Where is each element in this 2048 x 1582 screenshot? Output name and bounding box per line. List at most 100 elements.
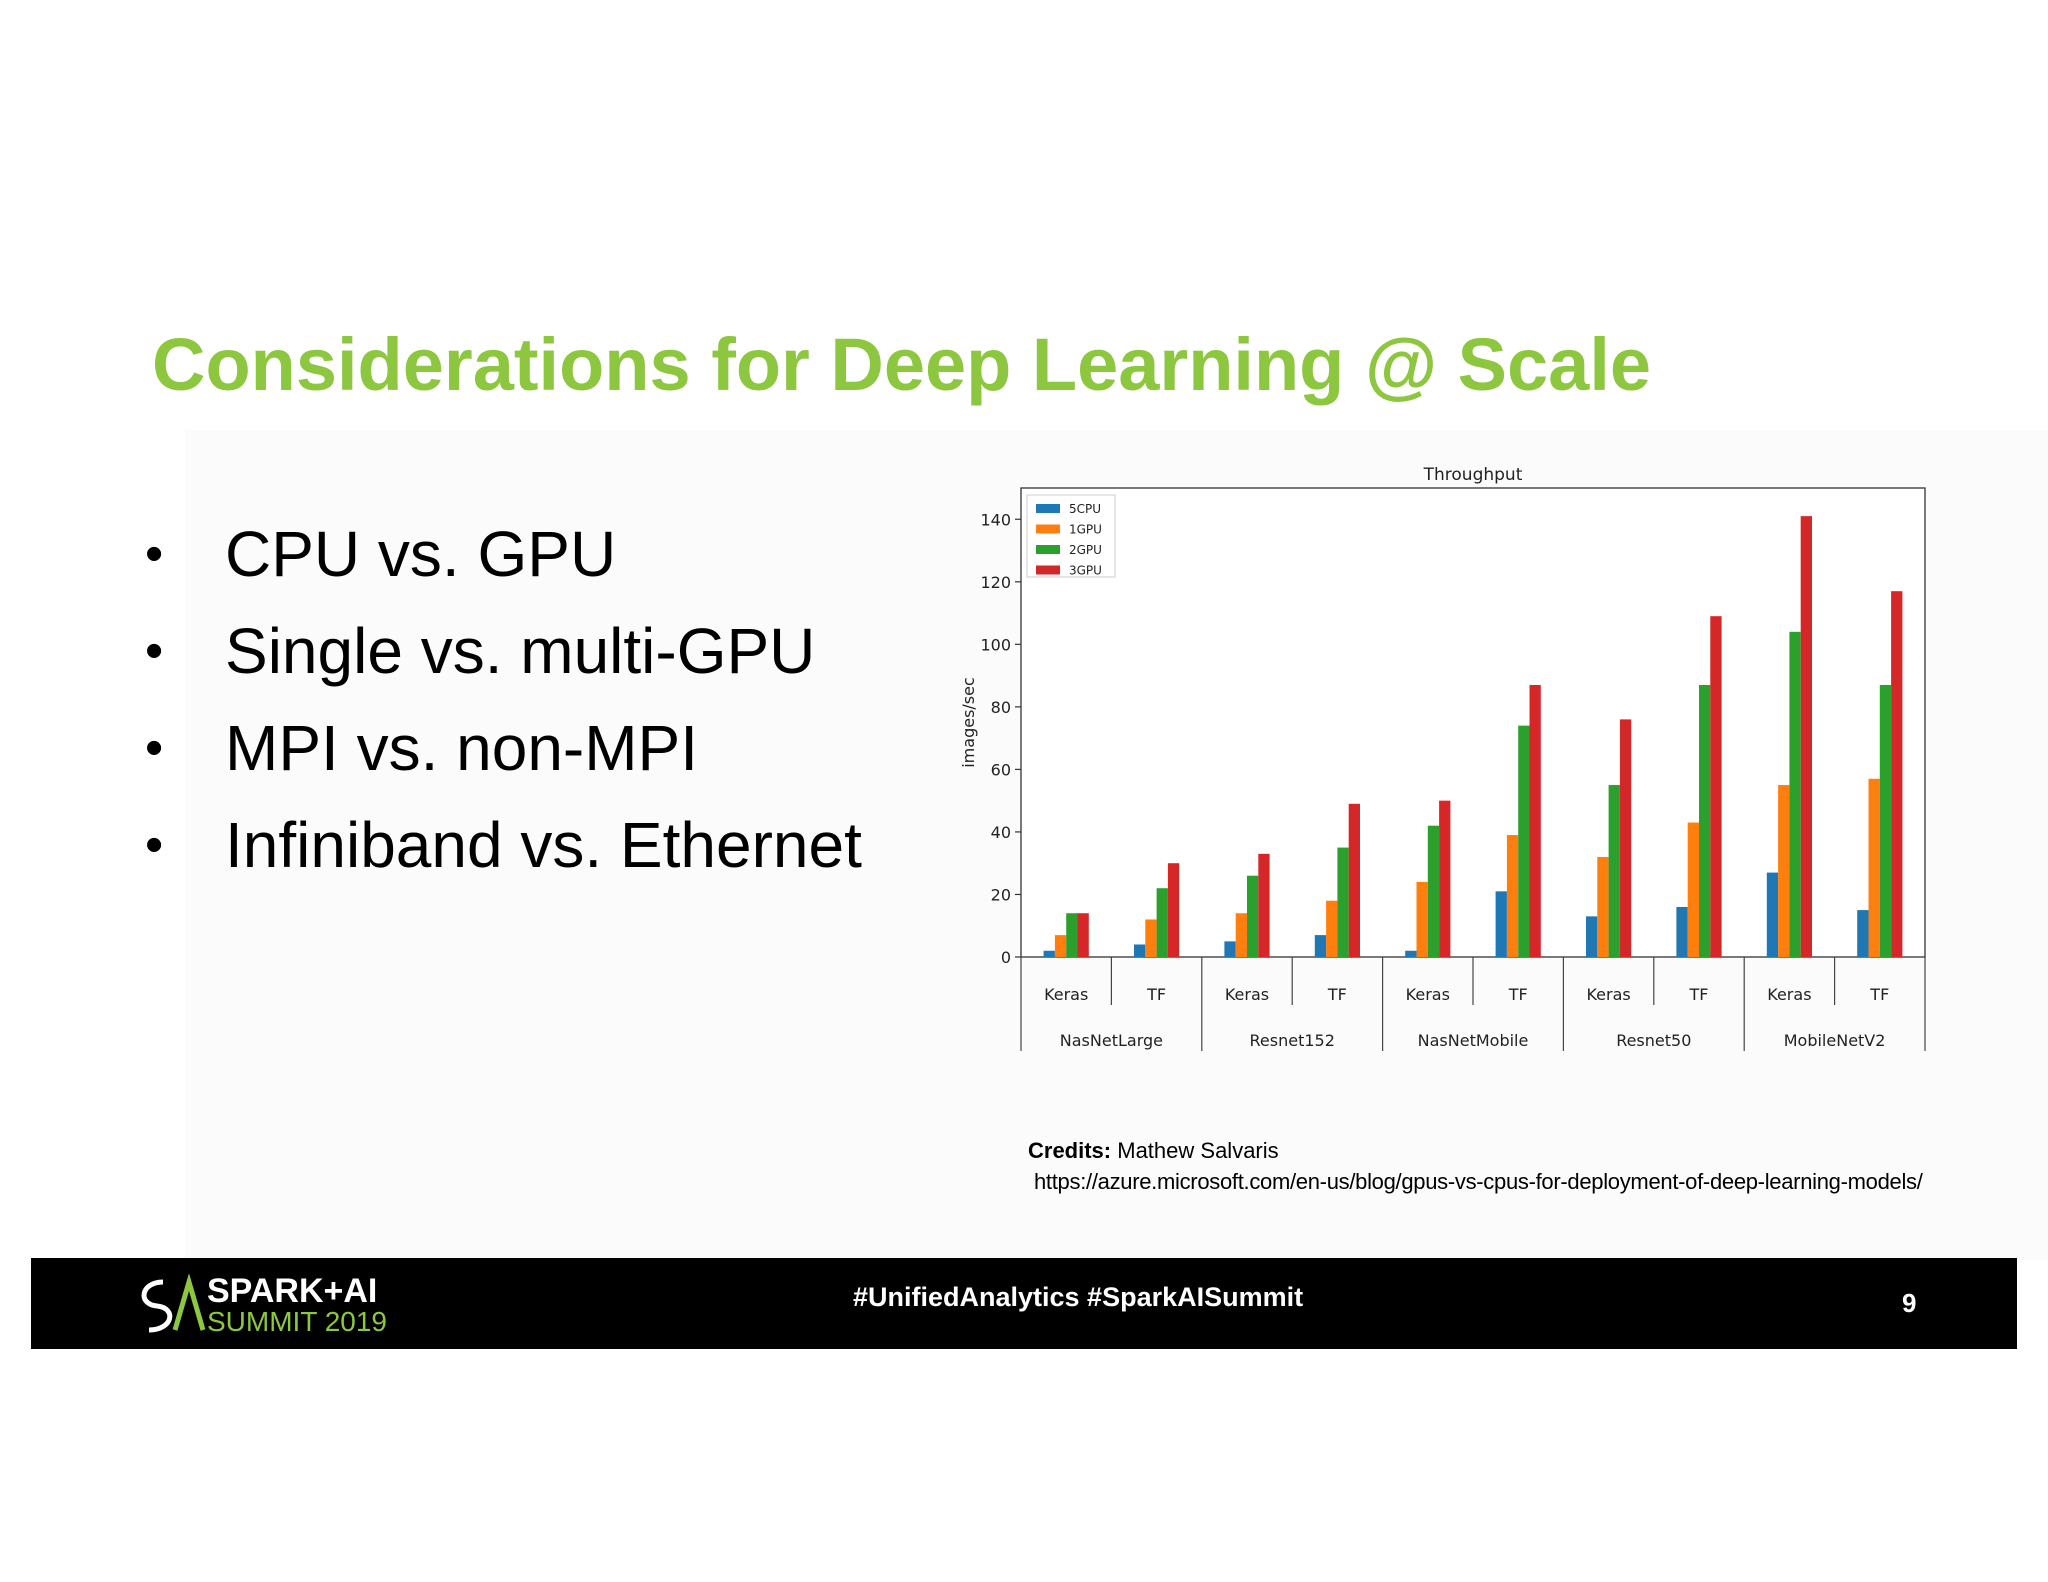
credits-label: Credits: [1028,1138,1112,1163]
bullet-text: CPU vs. GPU [225,517,617,590]
bullet-text: Single vs. multi-GPU [225,614,816,687]
legend-label: 5CPU [1069,502,1101,516]
legend-label: 2GPU [1069,543,1102,557]
x-category-label: TF [1327,985,1347,1004]
legend-label: 1GPU [1069,523,1102,537]
x-category-label: Keras [1225,985,1269,1004]
legend-label: 3GPU [1069,564,1102,578]
bullet-item: • MPI vs. non-MPI [145,699,862,796]
legend-swatch [1036,565,1060,575]
bar-3gpu [1348,803,1360,957]
bar-5cpu [1314,935,1327,957]
bar-5cpu [1405,950,1417,957]
bar-1gpu [1235,913,1247,957]
footer-hashtags: #UnifiedAnalytics #SparkAISummit [853,1282,1304,1312]
bar-5cpu [1676,906,1688,957]
bullet-item: • Infiniband vs. Ethernet [145,796,862,893]
bar-5cpu [1766,872,1779,957]
bar-5cpu [1224,941,1236,957]
x-category-label: Keras [1044,985,1088,1004]
y-tick-label: 60 [991,760,1011,779]
x-group-label: Resnet50 [1616,1031,1691,1050]
bar-1gpu [1687,822,1699,957]
x-group-label: Resnet152 [1250,1031,1335,1050]
logo-a-mark [172,1274,206,1331]
bar-1gpu [1778,785,1790,957]
bar-1gpu [1416,881,1428,957]
bar-2gpu [1066,913,1078,957]
bar-2gpu [1879,684,1892,957]
bar-2gpu [1518,725,1530,957]
x-category-label: TF [1146,985,1166,1004]
bar-2gpu [1608,785,1620,957]
bullet-text: Infiniband vs. Ethernet [225,808,862,881]
bar-5cpu [1134,944,1146,957]
bullet-item: • CPU vs. GPU [145,505,862,602]
page-number: 9 [1902,1288,1917,1318]
bar-3gpu [1258,853,1270,957]
bar-1gpu [1054,935,1067,957]
logo-text-top: SPARK+AI [207,1272,378,1310]
bar-3gpu [1710,616,1722,957]
credits-author: Mathew Salvaris [1117,1138,1279,1163]
x-category-label: Keras [1406,985,1450,1004]
bar-5cpu [1043,950,1055,957]
bar-3gpu [1619,719,1632,957]
credits-line: Credits: Mathew Salvaris [1028,1138,1279,1164]
chart-svg: Throughput 0 20 40 60 80 100 120 140 images/sec Ke… [959,465,1926,1051]
bar-2gpu [1789,631,1801,957]
x-category-label: Keras [1586,985,1630,1004]
logo-s-mark [141,1279,173,1333]
bar-1gpu [1868,778,1880,957]
bar-2gpu [1427,825,1440,957]
bar-5cpu [1495,891,1507,957]
legend-swatch [1036,524,1060,534]
x-category-label: Keras [1767,985,1811,1004]
bar-3gpu [1167,863,1180,957]
bar-1gpu [1145,919,1157,957]
bar-2gpu [1337,847,1349,957]
logo-text-bottom: SUMMIT 2019 [207,1306,387,1337]
y-tick-label: 120 [980,573,1011,592]
y-tick-label: 140 [980,510,1011,529]
legend-swatch [1036,504,1060,513]
x-category-label: TF [1508,985,1528,1004]
y-tick-label: 20 [991,885,1011,904]
bar-5cpu [1857,910,1869,957]
x-group-label: MobileNetV2 [1784,1031,1886,1050]
bullet-glyph: • [145,815,164,874]
x-group-label: NasNetMobile [1418,1031,1529,1050]
legend-swatch [1036,545,1060,554]
y-tick-label: 0 [1001,948,1011,967]
bullet-glyph: • [145,621,164,680]
bar-1gpu [1506,835,1519,957]
x-category-label: TF [1869,985,1889,1004]
bar-2gpu [1699,684,1711,957]
bar-3gpu [1800,516,1812,957]
spark-ai-logo [141,1274,206,1333]
bullet-glyph: • [145,718,164,777]
bar-2gpu [1247,875,1259,957]
bar-3gpu [1439,800,1451,957]
bar-1gpu [1597,856,1609,957]
footer-bar: SPARK+AI SUMMIT 2019 #UnifiedAnalytics #… [31,1258,2017,1349]
slide-title: Considerations for Deep Learning @ Scale [152,323,1652,406]
x-group-label: NasNetLarge [1060,1031,1163,1050]
bullet-glyph: • [145,524,164,583]
bullet-item: • Single vs. multi-GPU [145,602,862,699]
chart-title: Throughput [1423,465,1523,485]
x-category-label: TF [1689,985,1709,1004]
y-tick-label: 40 [991,823,1011,842]
throughput-chart: Throughput 0 20 40 60 80 100 120 140 images/sec Ke… [940,455,1940,1075]
bullet-text: MPI vs. non-MPI [225,711,698,784]
bar-3gpu [1891,591,1903,957]
bar-5cpu [1586,916,1598,957]
y-tick-label: 100 [980,635,1011,654]
bullet-list: • CPU vs. GPU • Single vs. multi-GPU • MPI … [145,505,862,893]
bar-1gpu [1326,900,1338,957]
bar-3gpu [1529,684,1541,957]
bar-2gpu [1156,888,1168,957]
y-axis-label: images/sec [959,677,978,768]
y-tick-label: 80 [991,698,1011,717]
bar-3gpu [1077,913,1089,957]
